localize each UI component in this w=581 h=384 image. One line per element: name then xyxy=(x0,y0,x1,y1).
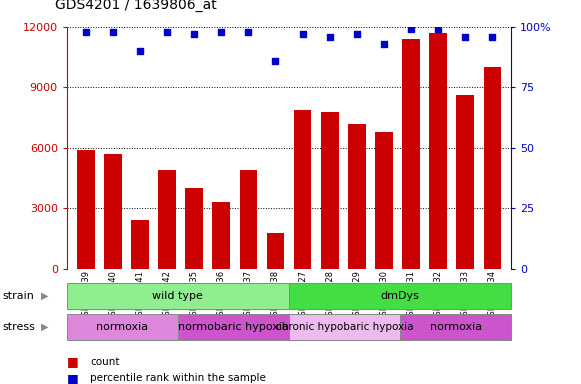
Bar xyxy=(178,314,289,340)
Text: count: count xyxy=(90,357,120,367)
Text: strain: strain xyxy=(3,291,35,301)
Point xyxy=(163,29,172,35)
Bar xyxy=(375,132,393,269)
Point xyxy=(352,31,361,37)
Bar xyxy=(289,283,511,309)
Bar xyxy=(131,220,149,269)
Point xyxy=(244,29,253,35)
Bar xyxy=(267,233,284,269)
Point xyxy=(189,31,199,37)
Bar xyxy=(158,170,176,269)
Point xyxy=(379,41,389,47)
Text: normobaric hypoxia: normobaric hypoxia xyxy=(178,322,289,332)
Bar xyxy=(77,150,95,269)
Text: ▶: ▶ xyxy=(41,291,48,301)
Bar xyxy=(213,202,230,269)
Point xyxy=(433,26,443,32)
Point xyxy=(406,26,415,32)
Point xyxy=(487,33,497,40)
Text: percentile rank within the sample: percentile rank within the sample xyxy=(90,373,266,383)
Bar xyxy=(294,109,311,269)
Bar xyxy=(104,154,121,269)
Bar xyxy=(400,314,511,340)
Point xyxy=(325,33,334,40)
Bar xyxy=(239,170,257,269)
Text: stress: stress xyxy=(3,322,36,332)
Point xyxy=(135,48,145,54)
Point xyxy=(217,29,226,35)
Bar xyxy=(185,188,203,269)
Text: normoxia: normoxia xyxy=(96,322,148,332)
Text: ■: ■ xyxy=(67,372,78,384)
Bar xyxy=(483,67,501,269)
Point xyxy=(461,33,470,40)
Text: ■: ■ xyxy=(67,355,78,368)
Point xyxy=(298,31,307,37)
Text: ▶: ▶ xyxy=(41,322,48,332)
Text: chronic hypobaric hypoxia: chronic hypobaric hypoxia xyxy=(276,322,413,332)
Text: GDS4201 / 1639806_at: GDS4201 / 1639806_at xyxy=(55,0,217,12)
Bar xyxy=(321,112,339,269)
Bar xyxy=(67,314,178,340)
Bar xyxy=(348,124,365,269)
Text: wild type: wild type xyxy=(152,291,203,301)
Bar xyxy=(429,33,447,269)
Bar xyxy=(402,39,420,269)
Bar xyxy=(67,283,289,309)
Point xyxy=(81,29,91,35)
Point xyxy=(108,29,117,35)
Point xyxy=(271,58,280,64)
Text: dmDys: dmDys xyxy=(381,291,419,301)
Bar xyxy=(289,314,400,340)
Text: normoxia: normoxia xyxy=(430,322,482,332)
Bar xyxy=(457,96,474,269)
